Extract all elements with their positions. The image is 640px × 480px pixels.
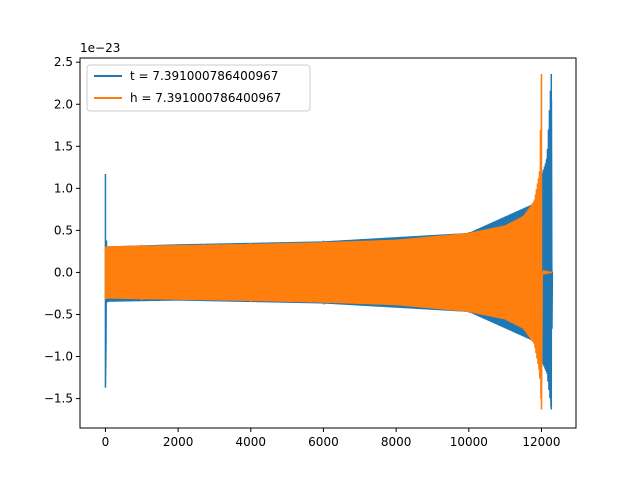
y-tick-label: 0.0 xyxy=(54,265,73,279)
y-axis: −1.5 −1.0 −0.5 0.0 0.5 1.0 1.5 2.0 2.5 xyxy=(44,55,80,406)
y-tick-label: −1.5 xyxy=(44,392,73,406)
plot-area xyxy=(79,57,577,429)
y-tick-label: −0.5 xyxy=(44,307,73,321)
x-tick-label: 6000 xyxy=(308,435,339,449)
y-axis-scale-label: 1e−23 xyxy=(80,41,120,55)
y-tick-label: −1.0 xyxy=(44,350,73,364)
legend-box xyxy=(86,64,311,112)
x-axis: 0 2000 4000 6000 8000 10000 12000 xyxy=(102,428,561,449)
x-tick-label: 10000 xyxy=(450,435,488,449)
x-tick-label: 2000 xyxy=(163,435,194,449)
y-tick-label: 0.5 xyxy=(54,223,73,237)
legend: t = 7.391000786400967 h = 7.391000786400… xyxy=(86,64,311,112)
series-line-h xyxy=(104,73,553,410)
series-line-t xyxy=(104,73,554,410)
x-tick-label: 0 xyxy=(102,435,110,449)
y-tick-label: 1.0 xyxy=(54,181,73,195)
series-layer xyxy=(104,73,554,410)
y-tick-label: 2.0 xyxy=(54,97,73,111)
axes-frame xyxy=(79,57,577,429)
x-tick-label: 12000 xyxy=(522,435,560,449)
x-tick-label: 4000 xyxy=(236,435,267,449)
legend-label-series-t: t = 7.391000786400967 xyxy=(130,69,278,83)
y-tick-label: 2.5 xyxy=(54,55,73,69)
y-tick-label: 1.5 xyxy=(54,139,73,153)
x-tick-label: 8000 xyxy=(381,435,412,449)
legend-label-series-h: h = 7.391000786400967 xyxy=(130,91,281,105)
